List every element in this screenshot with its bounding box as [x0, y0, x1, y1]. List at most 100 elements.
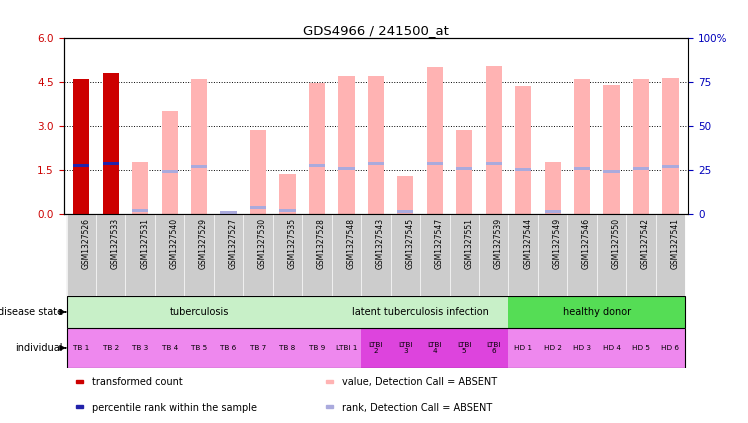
Bar: [597, 328, 626, 368]
Text: GSM1327542: GSM1327542: [641, 218, 650, 269]
Text: GSM1327527: GSM1327527: [229, 218, 238, 269]
Bar: [633, 167, 649, 170]
Text: TB 3: TB 3: [132, 345, 148, 351]
Text: TB 4: TB 4: [162, 345, 178, 351]
Bar: [250, 130, 266, 214]
Text: GSM1327530: GSM1327530: [258, 218, 267, 269]
Text: GSM1327549: GSM1327549: [553, 218, 562, 269]
Text: TB 2: TB 2: [102, 345, 119, 351]
Bar: [76, 380, 83, 383]
Text: TB 1: TB 1: [73, 345, 89, 351]
Bar: [326, 405, 333, 408]
Bar: [420, 214, 450, 296]
Text: GSM1327546: GSM1327546: [582, 218, 591, 269]
Bar: [656, 214, 685, 296]
Bar: [126, 328, 155, 368]
Bar: [633, 79, 649, 214]
Bar: [509, 214, 538, 296]
Bar: [604, 170, 619, 173]
Text: transformed count: transformed count: [92, 377, 183, 387]
Text: disease state: disease state: [0, 307, 63, 317]
Bar: [184, 214, 214, 296]
Text: value, Detection Call = ABSENT: value, Detection Call = ABSENT: [342, 377, 497, 387]
Bar: [102, 162, 119, 165]
Text: LTBI
6: LTBI 6: [486, 342, 501, 354]
Text: GSM1327528: GSM1327528: [317, 218, 326, 269]
Bar: [368, 162, 384, 165]
Bar: [485, 162, 502, 165]
Text: HD 1: HD 1: [514, 345, 532, 351]
Text: HD 4: HD 4: [603, 345, 621, 351]
Bar: [302, 214, 331, 296]
Bar: [450, 214, 479, 296]
Bar: [96, 214, 126, 296]
Text: TB 7: TB 7: [250, 345, 266, 351]
Bar: [73, 79, 89, 214]
Bar: [479, 328, 509, 368]
Text: percentile rank within the sample: percentile rank within the sample: [92, 403, 257, 412]
Bar: [331, 328, 361, 368]
Bar: [656, 328, 685, 368]
Bar: [280, 174, 295, 214]
Bar: [67, 328, 96, 368]
Bar: [397, 210, 414, 213]
Bar: [479, 214, 509, 296]
Bar: [368, 76, 384, 214]
Bar: [243, 328, 273, 368]
Text: GSM1327550: GSM1327550: [612, 218, 621, 269]
Text: GSM1327539: GSM1327539: [494, 218, 503, 269]
Text: LTBI
2: LTBI 2: [369, 342, 383, 354]
Bar: [456, 167, 472, 170]
Bar: [309, 164, 325, 167]
Bar: [309, 83, 325, 214]
Bar: [338, 76, 355, 214]
Text: GSM1327548: GSM1327548: [346, 218, 355, 269]
Bar: [485, 66, 502, 214]
Text: HD 5: HD 5: [632, 345, 650, 351]
Text: GSM1327541: GSM1327541: [670, 218, 679, 269]
Bar: [397, 176, 414, 214]
Bar: [538, 328, 568, 368]
Bar: [132, 162, 148, 214]
Text: HD 2: HD 2: [544, 345, 562, 351]
Text: GSM1327529: GSM1327529: [199, 218, 208, 269]
Bar: [184, 328, 214, 368]
Bar: [515, 168, 531, 171]
Bar: [162, 111, 178, 214]
Bar: [73, 164, 89, 167]
Bar: [545, 162, 561, 214]
Bar: [132, 209, 148, 212]
Text: healthy donor: healthy donor: [562, 307, 631, 317]
Bar: [67, 296, 331, 328]
Bar: [326, 380, 333, 383]
Bar: [155, 328, 184, 368]
Bar: [155, 214, 184, 296]
Bar: [574, 167, 590, 170]
Text: GSM1327551: GSM1327551: [465, 218, 473, 269]
Title: GDS4966 / 241500_at: GDS4966 / 241500_at: [303, 24, 449, 37]
Bar: [426, 162, 443, 165]
Bar: [250, 206, 266, 209]
Bar: [102, 73, 119, 214]
Text: GSM1327540: GSM1327540: [170, 218, 179, 269]
Bar: [73, 164, 89, 167]
Bar: [574, 79, 590, 214]
Bar: [331, 296, 509, 328]
Bar: [102, 162, 119, 165]
Text: GSM1327547: GSM1327547: [435, 218, 444, 269]
Text: latent tuberculosis infection: latent tuberculosis infection: [352, 307, 488, 317]
Bar: [102, 73, 119, 214]
Bar: [361, 328, 390, 368]
Bar: [273, 328, 302, 368]
Bar: [538, 214, 568, 296]
Text: LTBI 1: LTBI 1: [336, 345, 357, 351]
Bar: [390, 214, 420, 296]
Bar: [162, 170, 178, 173]
Bar: [361, 214, 390, 296]
Bar: [509, 328, 538, 368]
Text: tuberculosis: tuberculosis: [169, 307, 229, 317]
Bar: [456, 130, 472, 214]
Bar: [515, 86, 531, 214]
Bar: [663, 165, 678, 168]
Bar: [597, 214, 626, 296]
